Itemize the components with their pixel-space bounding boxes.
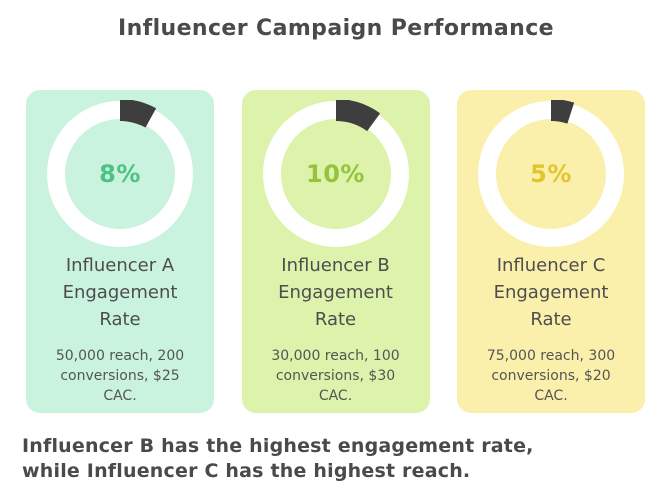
donut-svg [46, 100, 194, 248]
card-stats-line: conversions, $25 [60, 368, 180, 384]
donut-svg [477, 100, 625, 248]
percent-value: 8% [99, 160, 141, 188]
footer-note: Influencer B has the highest engagement … [22, 434, 652, 484]
footer-note-line: Influencer B has the highest engagement … [22, 435, 534, 457]
card-stats: 50,000 reach, 200 conversions, $25 CAC. [56, 346, 184, 406]
donut-chart-influencer-c: 5% [477, 100, 625, 248]
card-stats-line: 50,000 reach, 200 [55, 348, 185, 364]
card-stats-line: CAC. [103, 388, 137, 404]
card-influencer-a: 8% Influencer A Engagement Rate 50,000 r… [26, 90, 214, 413]
card-title: Influencer C Engagement Rate [494, 252, 609, 333]
donut-chart-influencer-a: 8% [46, 100, 194, 248]
card-influencer-b: 10% Influencer B Engagement Rate 30,000 … [241, 90, 430, 413]
card-stats-line: CAC. [318, 388, 353, 404]
card-title-line: Rate [314, 309, 357, 330]
donut-svg [261, 100, 410, 248]
card-title: Influencer A Engagement Rate [63, 252, 178, 333]
card-stats-line: conversions, $30 [275, 368, 396, 384]
donut-segment [477, 100, 625, 248]
cards-row: 8% Influencer A Engagement Rate 50,000 r… [26, 90, 645, 413]
footer-note-line: while Influencer C has the highest reach… [22, 460, 471, 482]
card-title-line: Rate [530, 309, 572, 330]
card-stats-line: 30,000 reach, 100 [271, 348, 400, 364]
card-stats-line: conversions, $20 [491, 368, 611, 384]
card-stats-line: CAC. [534, 388, 568, 404]
card-influencer-c: 5% Influencer C Engagement Rate 75,000 r… [457, 90, 645, 413]
donut-chart-influencer-b: 10% [261, 100, 410, 248]
card-stats-line: 75,000 reach, 300 [486, 348, 616, 364]
card-stats: 75,000 reach, 300 conversions, $20 CAC. [487, 346, 615, 406]
card-title: Influencer B Engagement Rate [278, 252, 393, 333]
card-title-line: Influencer B [281, 255, 390, 276]
percent-value: 10% [306, 160, 365, 188]
card-title-line: Influencer C [496, 255, 606, 276]
percent-value: 5% [530, 160, 572, 188]
card-stats: 30,000 reach, 100 conversions, $30 CAC. [271, 346, 399, 406]
card-title-line: Influencer A [65, 255, 175, 276]
donut-segment [46, 100, 194, 248]
card-title-line: Rate [99, 309, 141, 330]
card-title-line: Engagement [493, 282, 609, 303]
donut-segment [261, 100, 410, 248]
card-title-line: Engagement [62, 282, 178, 303]
page-title: Influencer Campaign Performance [117, 16, 555, 41]
card-title-line: Engagement [278, 282, 393, 303]
